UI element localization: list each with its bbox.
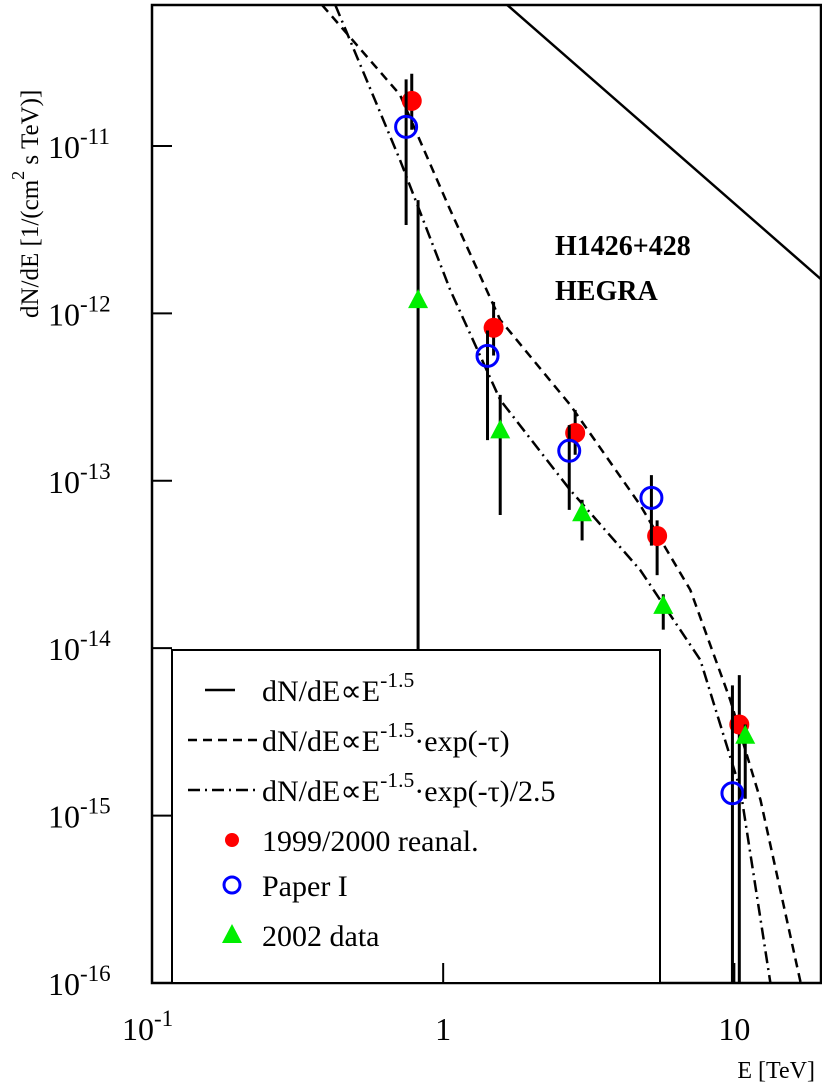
curve: [506, 5, 822, 282]
text-part: dN/dE∝E: [262, 725, 380, 758]
legend: dN/dE∝E-1.5dN/dE∝E-1.5·exp(-τ)dN/dE∝E-1.…: [171, 649, 661, 984]
marker: [490, 419, 511, 439]
legend-label: dN/dE∝E-1.5: [262, 668, 414, 708]
marker: [639, 485, 664, 510]
x-tick-label: 10-1: [122, 1005, 173, 1047]
curve: [334, 5, 772, 983]
marker: [735, 724, 756, 744]
legend-label: Paper I: [262, 870, 348, 903]
marker: [720, 781, 745, 806]
legend-label: dN/dE∝E-1.5·exp(-τ)/2.5: [262, 768, 555, 808]
legend-symbol: [225, 833, 239, 847]
superscript: -11: [80, 123, 110, 149]
legend-symbol: [222, 924, 242, 943]
legend-symbol: [222, 875, 242, 895]
superscript: 2: [8, 171, 28, 180]
superscript: -16: [80, 960, 111, 986]
text-part: ·exp(-τ)/2.5: [414, 775, 555, 808]
marker: [653, 594, 674, 614]
superscript: -13: [80, 458, 111, 484]
y-tick-label: 10-14: [48, 625, 111, 667]
legend-label: 2002 data: [262, 920, 379, 953]
x-tick-label: 1: [435, 1011, 451, 1047]
text-part: dN/dE [1/(cm: [17, 179, 44, 318]
marker: [408, 289, 429, 309]
y-tick-label: 10-12: [48, 290, 111, 332]
annotation: H1426+428: [555, 231, 691, 262]
x-axis-label: E [TeV]: [737, 1058, 815, 1084]
text-part: 10: [48, 631, 80, 667]
text-part: 10: [122, 1011, 154, 1047]
text-part: dN/dE∝E: [262, 775, 380, 808]
text-part: ·exp(-τ): [414, 725, 509, 758]
legend-label: dN/dE∝E-1.5·exp(-τ): [262, 718, 510, 758]
text-part: s TeV)]: [17, 90, 44, 171]
curve: [321, 5, 802, 983]
superscript: -1.5: [380, 668, 414, 692]
text-part: 10: [48, 296, 80, 332]
text-part: 10: [48, 966, 80, 1002]
superscript: -12: [80, 290, 111, 316]
legend-box: [171, 649, 661, 984]
legend-label: 1999/2000 reanal.: [262, 825, 479, 858]
y-tick-label: 10-11: [48, 123, 110, 165]
y-axis-label: dN/dE [1/(cm2 s TeV)]: [8, 90, 44, 318]
marker: [557, 438, 582, 463]
superscript: -1.5: [380, 768, 414, 792]
y-tick-label: 10-13: [48, 458, 111, 500]
marker: [572, 502, 593, 522]
y-tick-label: 10-15: [48, 793, 111, 835]
text-part: 10: [48, 129, 80, 165]
superscript: -14: [80, 625, 111, 651]
text-part: 10: [48, 799, 80, 835]
marker: [475, 343, 500, 368]
superscript: -15: [80, 793, 111, 819]
marker: [394, 114, 419, 139]
x-tick-label: 10: [718, 1011, 750, 1047]
text-part: 10: [48, 464, 80, 500]
annotation: HEGRA: [555, 276, 658, 307]
superscript: -1.5: [380, 718, 414, 742]
superscript: -1: [154, 1005, 173, 1031]
text-part: dN/dE∝E: [262, 675, 380, 708]
y-tick-label: 10-16: [48, 960, 111, 1002]
